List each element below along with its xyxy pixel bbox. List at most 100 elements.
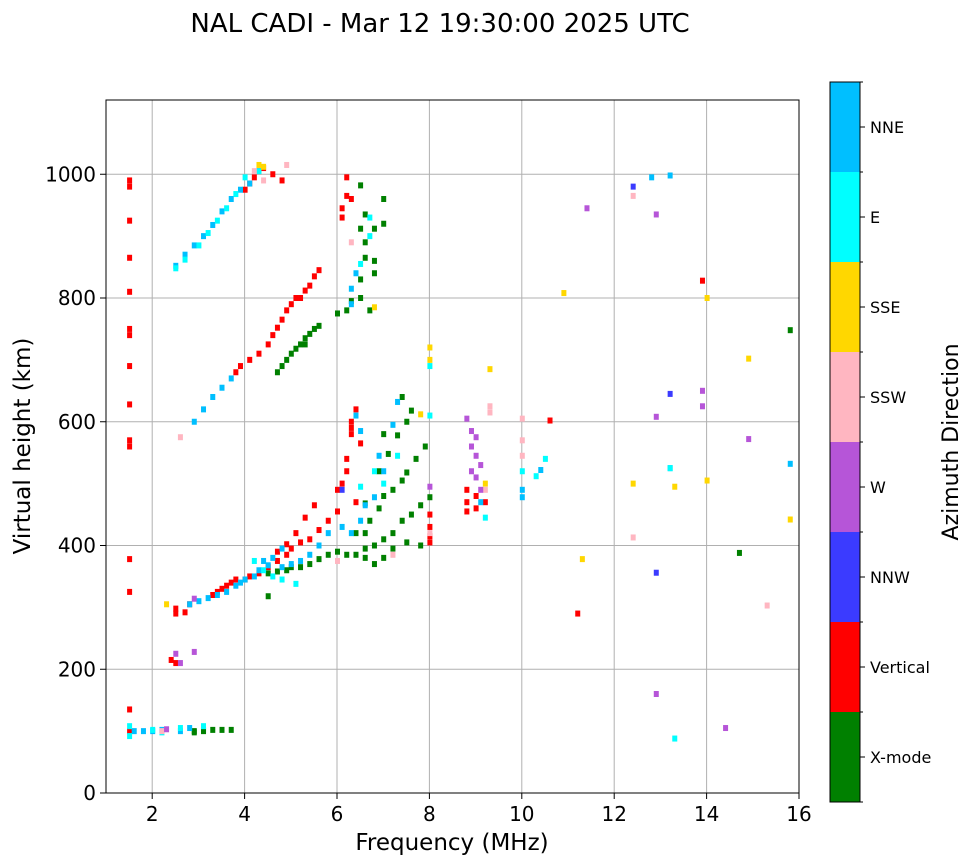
data-point	[284, 161, 290, 168]
data-point	[464, 415, 470, 422]
data-point	[399, 517, 405, 524]
data-point	[736, 549, 742, 556]
colorbar-segment	[830, 352, 860, 442]
data-point	[316, 527, 322, 534]
data-point	[270, 573, 276, 580]
data-point	[302, 335, 308, 342]
data-point	[311, 502, 317, 509]
colorbar-segment	[830, 712, 860, 802]
data-point	[191, 648, 197, 655]
data-point	[279, 576, 285, 583]
data-point	[746, 355, 752, 362]
data-point	[575, 610, 581, 617]
data-point	[344, 468, 350, 475]
data-point	[353, 406, 359, 413]
data-point	[279, 316, 285, 323]
data-point	[177, 725, 183, 732]
data-point	[371, 561, 377, 568]
data-point	[478, 486, 484, 493]
data-point	[251, 168, 257, 175]
data-point	[358, 517, 364, 524]
data-point	[482, 499, 488, 506]
data-point	[630, 183, 636, 190]
data-point	[408, 407, 414, 414]
data-point	[390, 530, 396, 537]
data-point	[325, 530, 331, 537]
data-point	[127, 288, 133, 295]
colorbar-label: X-mode	[870, 748, 931, 767]
chart-title: NAL CADI - Mar 12 19:30:00 2025 UTC	[190, 9, 689, 39]
data-point	[381, 468, 387, 475]
data-point	[127, 556, 133, 563]
data-point	[427, 363, 433, 370]
data-point	[344, 307, 350, 314]
data-point	[348, 298, 354, 305]
colorbar-title: Azimuth Direction	[939, 343, 964, 540]
data-point	[478, 462, 484, 469]
data-point	[371, 542, 377, 549]
colorbar-segment	[830, 172, 860, 262]
data-point	[127, 401, 133, 408]
data-point	[288, 564, 294, 571]
data-point	[265, 341, 271, 348]
data-point	[164, 601, 170, 608]
data-point	[284, 541, 290, 548]
data-point	[256, 168, 262, 175]
data-point	[173, 605, 179, 612]
data-point	[140, 728, 146, 735]
data-point	[325, 517, 331, 524]
data-point	[228, 726, 234, 733]
data-point	[150, 726, 156, 733]
data-point	[371, 304, 377, 311]
data-point	[307, 330, 313, 337]
y-axis-label: Virtual height (km)	[10, 338, 36, 555]
data-point	[390, 545, 396, 552]
data-point	[358, 428, 364, 435]
x-tick-label: 6	[331, 802, 344, 826]
data-point	[344, 455, 350, 462]
x-tick-label: 14	[694, 802, 719, 826]
data-point	[224, 205, 230, 212]
data-point	[127, 332, 133, 339]
plot-background	[106, 100, 799, 793]
data-point	[201, 723, 207, 730]
data-point	[127, 443, 133, 450]
data-point	[242, 576, 248, 583]
data-point	[367, 307, 373, 314]
data-point	[473, 505, 479, 512]
data-point	[210, 221, 216, 228]
y-tick-label: 1000	[45, 162, 96, 186]
data-point	[519, 486, 525, 493]
data-point	[173, 265, 179, 272]
data-point	[464, 499, 470, 506]
colorbar-label: NNE	[870, 118, 904, 137]
data-point	[630, 192, 636, 199]
data-point	[237, 186, 243, 193]
data-point	[219, 384, 225, 391]
data-point	[265, 562, 271, 569]
data-point	[293, 295, 299, 301]
colorbar-label: E	[870, 208, 880, 227]
data-point	[579, 556, 585, 563]
data-point	[256, 350, 262, 357]
data-point	[404, 418, 410, 425]
data-point	[307, 561, 313, 568]
data-point	[487, 409, 493, 416]
data-point	[653, 413, 659, 420]
data-point	[381, 536, 387, 543]
data-point	[302, 287, 308, 294]
colorbar-label: W	[870, 478, 886, 497]
data-point	[316, 267, 322, 274]
data-point	[265, 593, 271, 600]
data-point	[399, 477, 405, 484]
data-point	[376, 452, 382, 459]
data-point	[353, 270, 359, 277]
data-point	[413, 455, 419, 462]
data-point	[196, 242, 202, 249]
data-point	[191, 595, 197, 602]
data-point	[177, 434, 183, 441]
y-tick-label: 800	[58, 286, 96, 310]
data-point	[177, 660, 183, 667]
data-point	[390, 551, 396, 558]
data-point	[395, 432, 401, 439]
